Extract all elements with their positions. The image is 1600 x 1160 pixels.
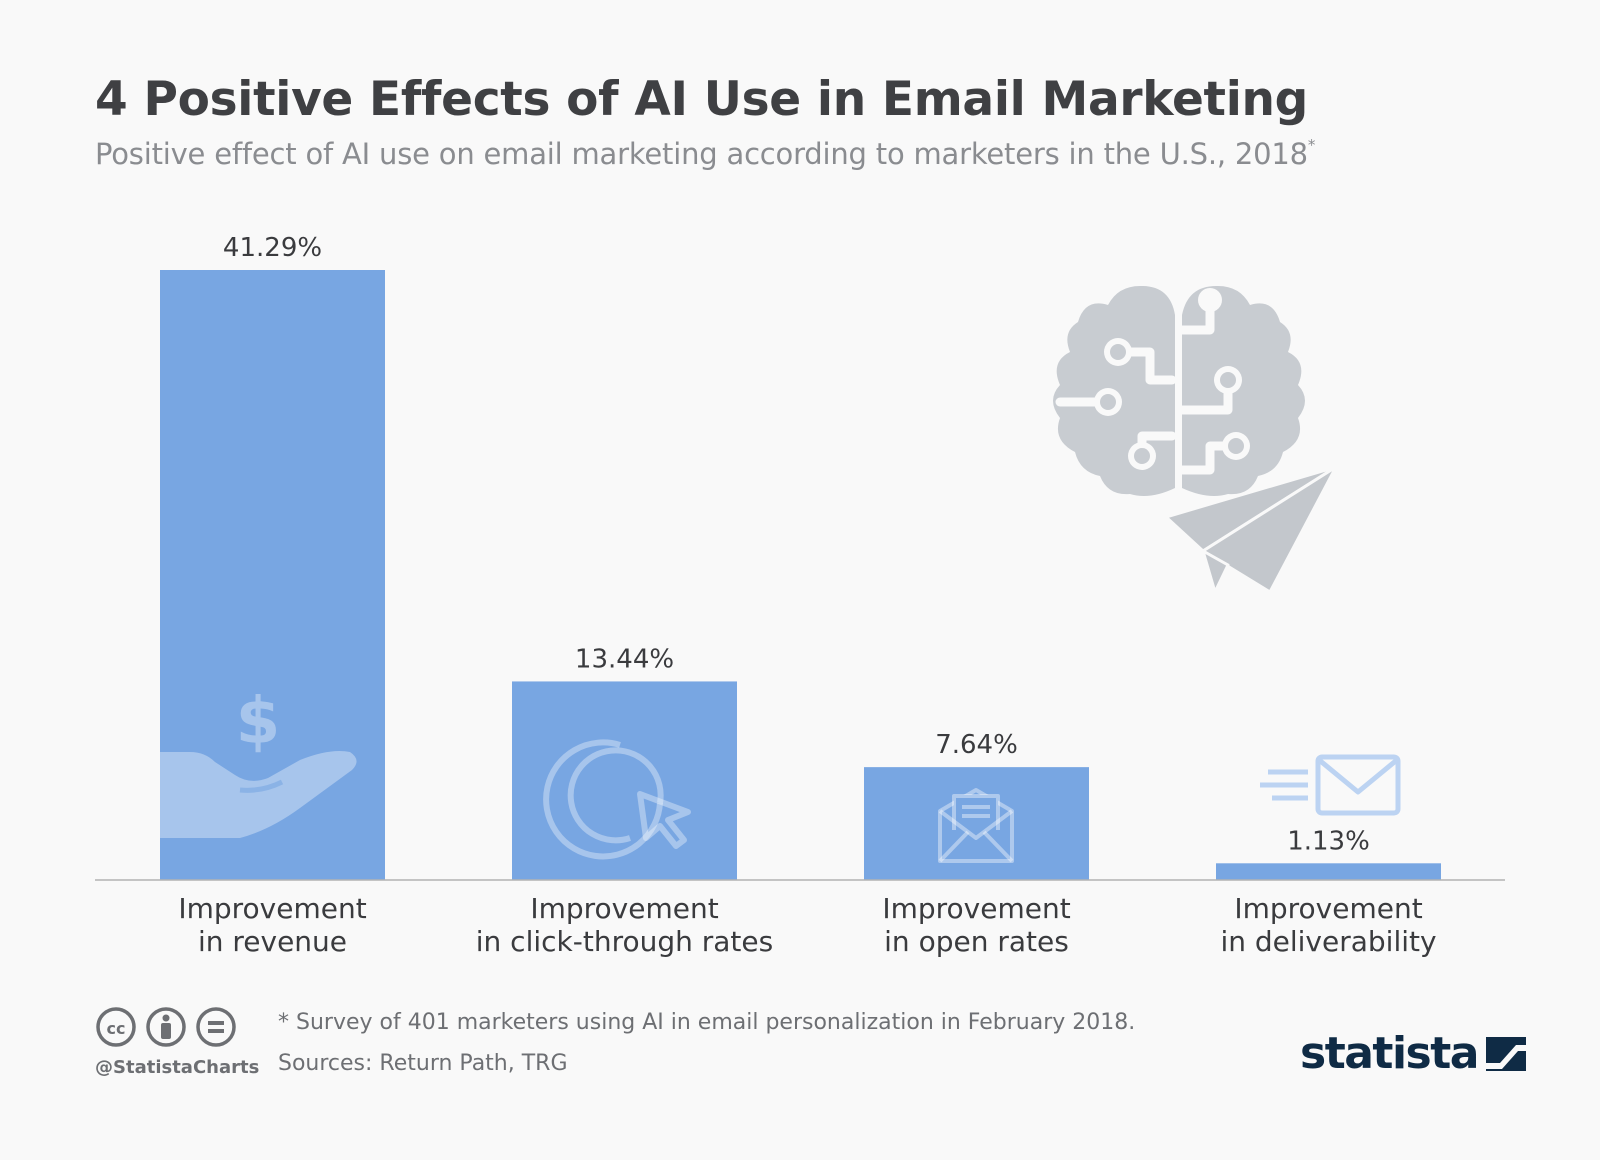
footnote: * Survey of 401 marketers using AI in em…: [278, 1010, 1136, 1035]
chart-subtitle: Positive effect of AI use on email marke…: [95, 136, 1315, 171]
category-label-2-line-2: in click-through rates: [476, 925, 773, 958]
category-label-4-line-1: Improvement: [1234, 892, 1422, 925]
category-label-1-line-1: Improvement: [178, 892, 366, 925]
svg-text:cc: cc: [107, 1019, 126, 1038]
category-label-3-line-1: Improvement: [882, 892, 1070, 925]
value-label-2: 13.44%: [575, 644, 674, 674]
value-label-4: 1.13%: [1287, 826, 1370, 856]
cc-icon: cc: [96, 1007, 136, 1047]
category-label-3-line-2: in open rates: [884, 925, 1069, 958]
open-envelope-icon: [938, 788, 1014, 863]
nd-icon: [196, 1007, 236, 1047]
statista-logo[interactable]: statista: [1300, 1025, 1528, 1081]
category-label-1-line-2: in revenue: [198, 925, 347, 958]
statista-wordmark: statista: [1300, 1027, 1479, 1079]
subtitle-footnote-mark: *: [1307, 136, 1316, 154]
category-label-2-line-1: Improvement: [530, 892, 718, 925]
statista-logo-icon: [1485, 1037, 1526, 1071]
subtitle-text: Positive effect of AI use on email marke…: [95, 137, 1308, 171]
by-icon: [146, 1007, 186, 1047]
value-label-3: 7.64%: [935, 730, 1018, 760]
sources: Sources: Return Path, TRG: [278, 1051, 568, 1076]
bar-4: [1216, 863, 1441, 880]
click-cursor-icon: [543, 739, 691, 860]
fast-mail-icon: [1260, 754, 1401, 816]
statista-handle: @StatistaCharts: [95, 1057, 260, 1078]
chart-title: 4 Positive Effects of AI Use in Email Ma…: [95, 72, 1309, 127]
category-label-4-line-2: in deliverability: [1220, 925, 1436, 958]
license-icons: cc: [96, 1007, 236, 1047]
svg-text:$: $: [236, 685, 281, 759]
bar-2: [512, 681, 737, 880]
brain-circuit-paper-plane-icon: [1053, 285, 1338, 594]
value-label-1: 41.29%: [223, 233, 322, 263]
bar-1: [160, 270, 385, 880]
dollar-hand-icon: $: [160, 685, 357, 838]
